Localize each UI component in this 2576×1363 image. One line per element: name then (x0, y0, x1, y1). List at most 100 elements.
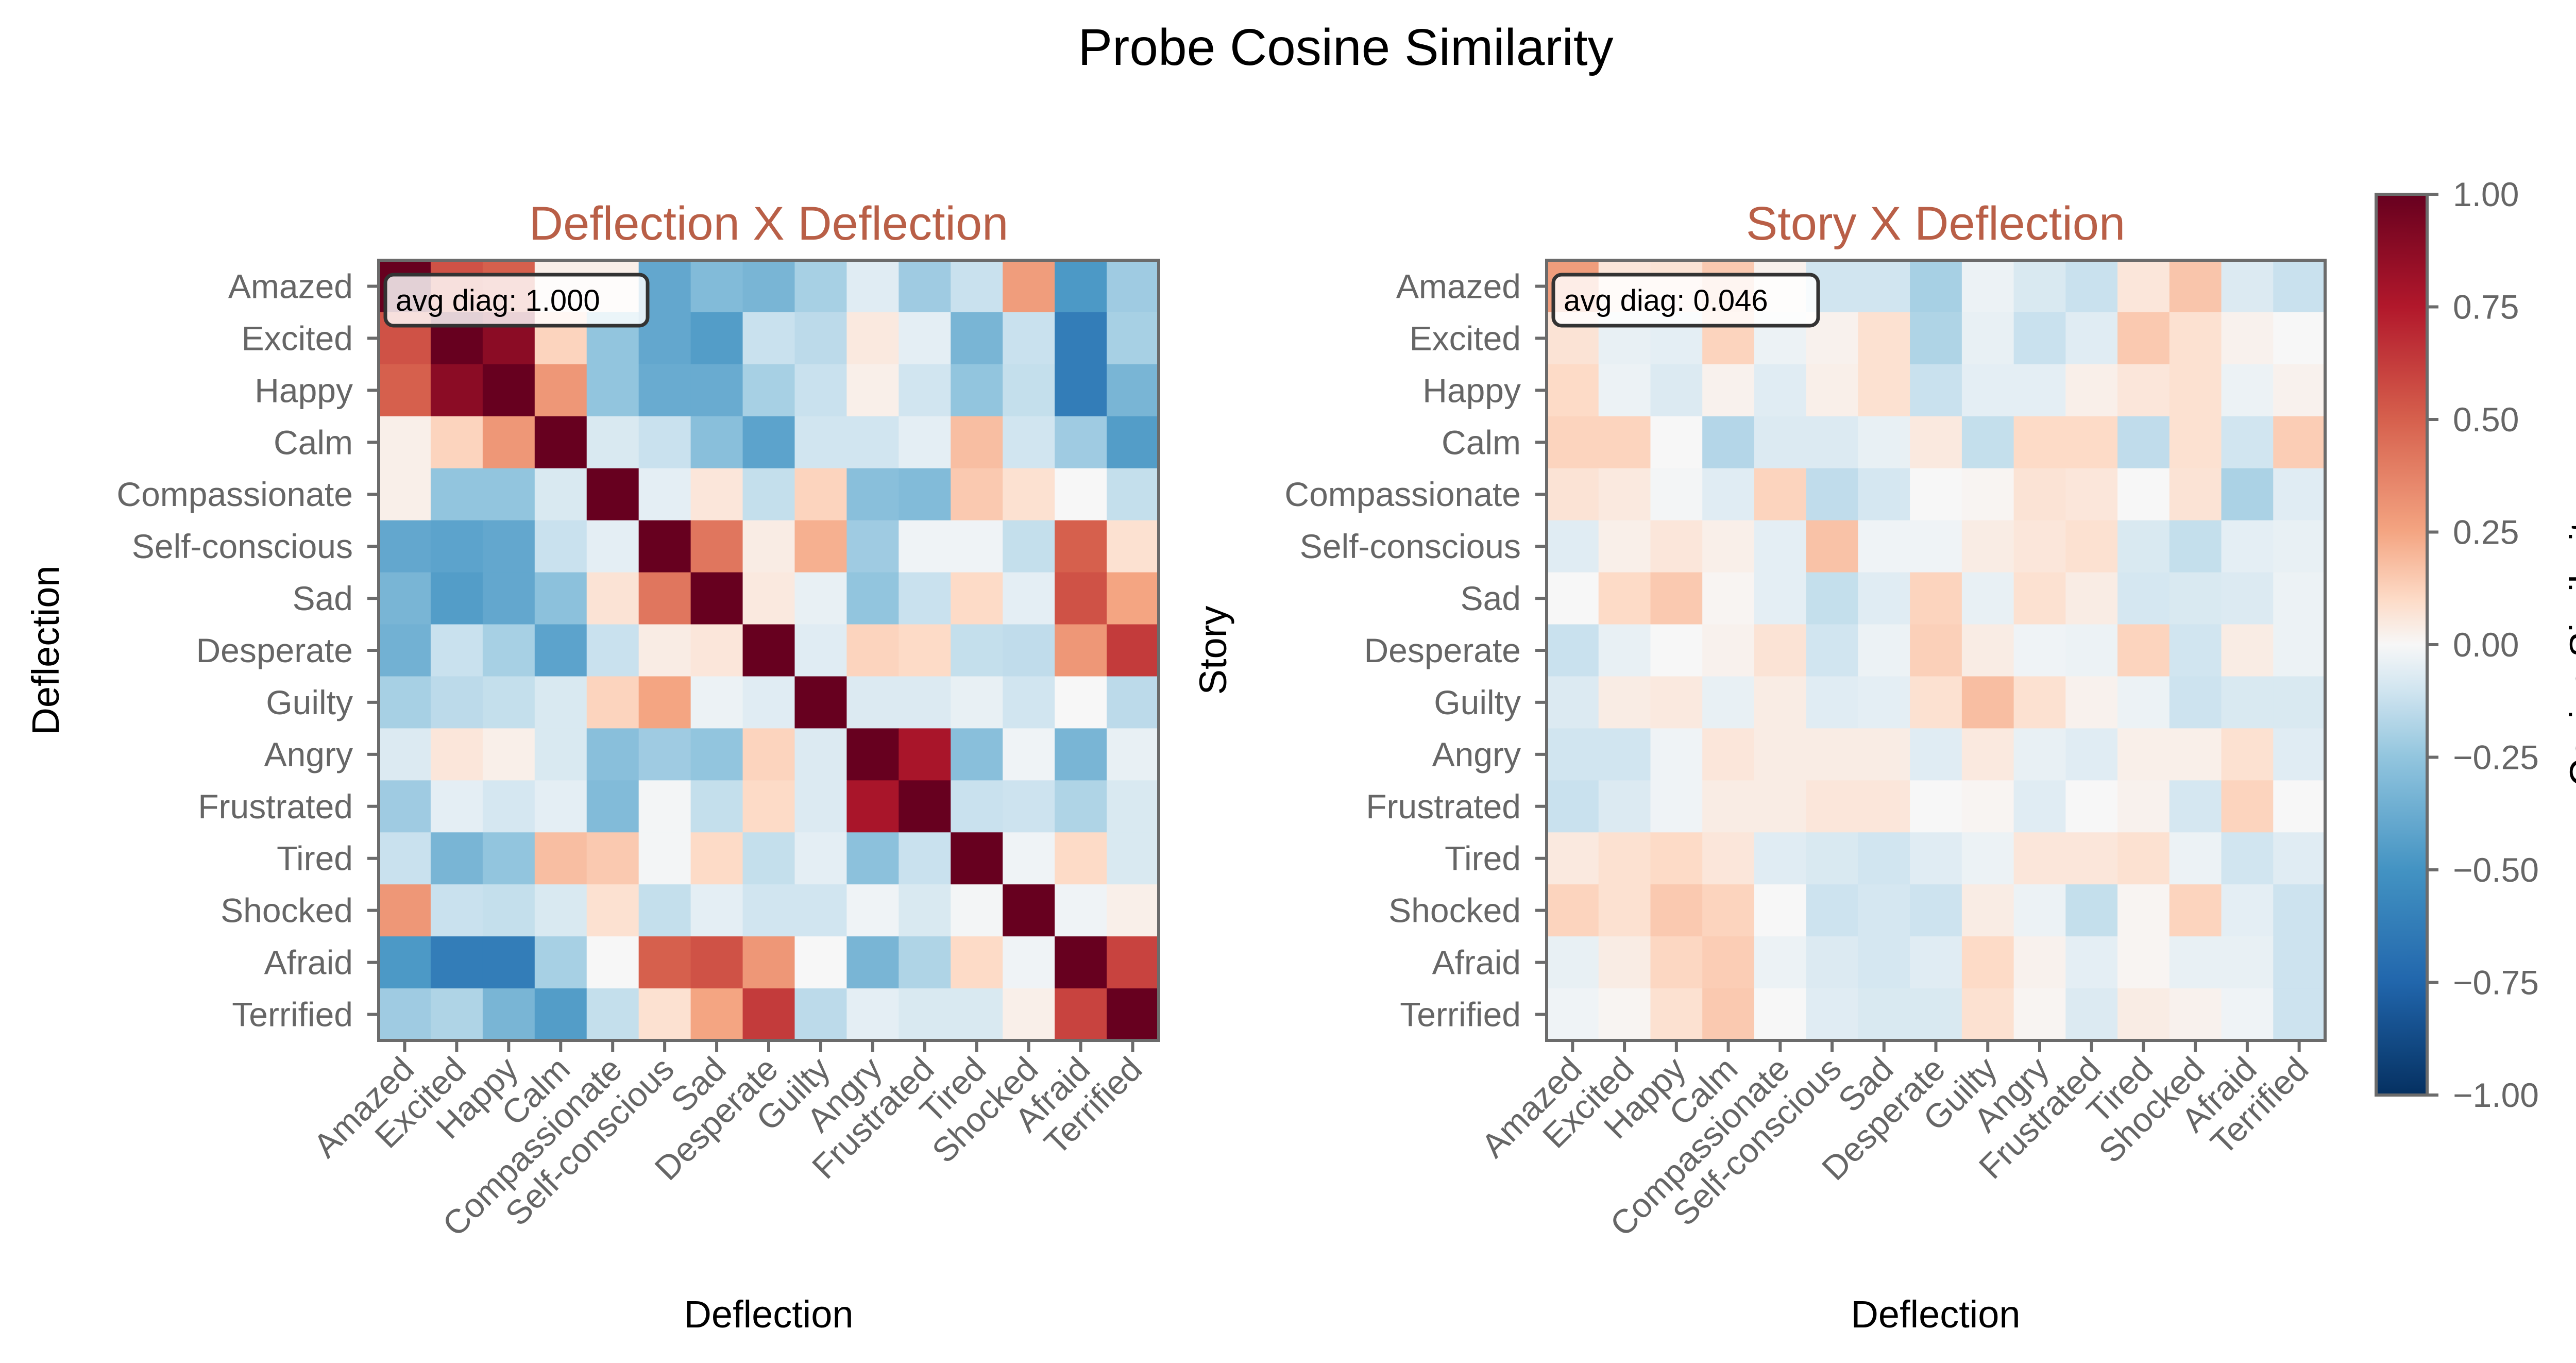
heatmap-cell (2013, 624, 2066, 677)
heatmap-cell (482, 364, 535, 417)
heatmap-cell (690, 624, 743, 677)
heatmap-cell (1003, 260, 1055, 313)
heatmap-cell (742, 260, 795, 313)
heatmap-cell (1858, 312, 1910, 365)
heatmap-cell (1003, 988, 1055, 1041)
heatmap-cell (1547, 884, 1599, 937)
heatmap-cell (1910, 624, 1962, 677)
heatmap-cell (1547, 780, 1599, 833)
colorbar: 1.00 0.75 0.50 0.25 0.00 −0.25 −0.50 −0.75 −1.00… (2375, 175, 2576, 1114)
heatmap-cell (2013, 312, 2066, 365)
y-tick-label: Happy (255, 371, 353, 409)
heatmap-cell (1961, 884, 2014, 937)
heatmap-cell (951, 884, 1003, 937)
colorbar-tick-label: −1.00 (2453, 1076, 2539, 1114)
heatmap-cell (1858, 832, 1910, 885)
panel-title: Story X Deflection (1746, 197, 2125, 250)
heatmap-cell (2117, 988, 2170, 1041)
heatmap-cell (846, 624, 899, 677)
heatmap-cell (1961, 624, 2014, 677)
heatmap-cell (1650, 988, 1703, 1041)
heatmap-cell (846, 780, 899, 833)
y-axis-label: Deflection (24, 565, 67, 735)
heatmap-cell (2221, 520, 2274, 573)
y-tick-label: Sad (1461, 579, 1521, 617)
heatmap-cell (586, 832, 639, 885)
heatmap-cell (379, 936, 431, 989)
heatmap-cell (430, 676, 483, 729)
heatmap-cell (2221, 832, 2274, 885)
heatmap-cell (742, 520, 795, 573)
heatmap-cell (1702, 676, 1755, 729)
heatmap-cell (586, 780, 639, 833)
heatmap-cell (794, 884, 847, 937)
heatmap-cell (1055, 520, 1107, 573)
heatmap-cell (638, 676, 691, 729)
heatmap-cell (1858, 364, 1910, 417)
heatmap-cell (430, 728, 483, 781)
heatmap-cell (690, 936, 743, 989)
heatmap-cell (2065, 520, 2118, 573)
heatmap-cell (1702, 936, 1755, 989)
heatmap-cell (2013, 832, 2066, 885)
heatmap-cell (379, 520, 431, 573)
heatmap-cell (1858, 260, 1910, 313)
heatmap-cell (2221, 780, 2274, 833)
heatmap-cell (1547, 676, 1599, 729)
heatmap-cell (1754, 520, 1807, 573)
heatmap-cell (899, 312, 951, 365)
heatmap-cell (379, 572, 431, 625)
heatmap-cell (430, 468, 483, 521)
heatmap-cell (1754, 936, 1807, 989)
y-tick-label: Afraid (264, 944, 353, 982)
heatmap-cell (1702, 988, 1755, 1041)
heatmap-cell (586, 520, 639, 573)
heatmap-cell (1055, 572, 1107, 625)
heatmap-cell (794, 364, 847, 417)
heatmap-cell (899, 676, 951, 729)
heatmap-cell (846, 676, 899, 729)
heatmap-cell (534, 676, 587, 729)
heatmap-cell (2065, 988, 2118, 1041)
heatmap-cell (2169, 936, 2222, 989)
heatmap-cell (1910, 728, 1962, 781)
heatmap-cell (1754, 624, 1807, 677)
y-tick-label: Self-conscious (132, 527, 353, 565)
heatmap-cell (379, 780, 431, 833)
heatmap-panel-deflection-x-deflection: Deflection X Deflection Amazed Excited Hap… (24, 197, 1160, 1336)
heatmap-cell (2273, 780, 2326, 833)
heatmap-cell (1650, 780, 1703, 833)
heatmap-cell (638, 572, 691, 625)
heatmap-cell (1107, 260, 1159, 313)
heatmap-cell (1754, 728, 1807, 781)
heatmap-cell (1055, 884, 1107, 937)
heatmap-cell (951, 676, 1003, 729)
colorbar-tick-label: −0.50 (2453, 851, 2539, 889)
heatmap-cell (2013, 884, 2066, 937)
heatmap-cell (379, 416, 431, 469)
heatmap-cell (1858, 468, 1910, 521)
heatmap-cell (2117, 260, 2170, 313)
heatmap-cell (482, 988, 535, 1041)
y-tick-label: Desperate (196, 631, 353, 669)
heatmap-cell (794, 572, 847, 625)
heatmap-cell (2117, 364, 2170, 417)
heatmap-cell (482, 832, 535, 885)
heatmap-cell (951, 936, 1003, 989)
heatmap-cell (1107, 468, 1159, 521)
heatmap-cell (534, 780, 587, 833)
heatmap-cell (742, 572, 795, 625)
heatmap-cell (951, 260, 1003, 313)
heatmap-cell (846, 260, 899, 313)
heatmap-cell (794, 728, 847, 781)
heatmap-cell (638, 780, 691, 833)
y-tick-label: Frustrated (198, 787, 353, 826)
heatmap-cell (1598, 936, 1651, 989)
heatmap-cell (2221, 936, 2274, 989)
heatmap-cell (2117, 832, 2170, 885)
heatmap-cell (846, 884, 899, 937)
y-axis-ticks: Amazed Excited Happy Calm Compassionate Self-… (1284, 267, 1547, 1034)
heatmap-cell (1806, 832, 1858, 885)
heatmap-cell (1702, 364, 1755, 417)
heatmap-cell (1107, 364, 1159, 417)
